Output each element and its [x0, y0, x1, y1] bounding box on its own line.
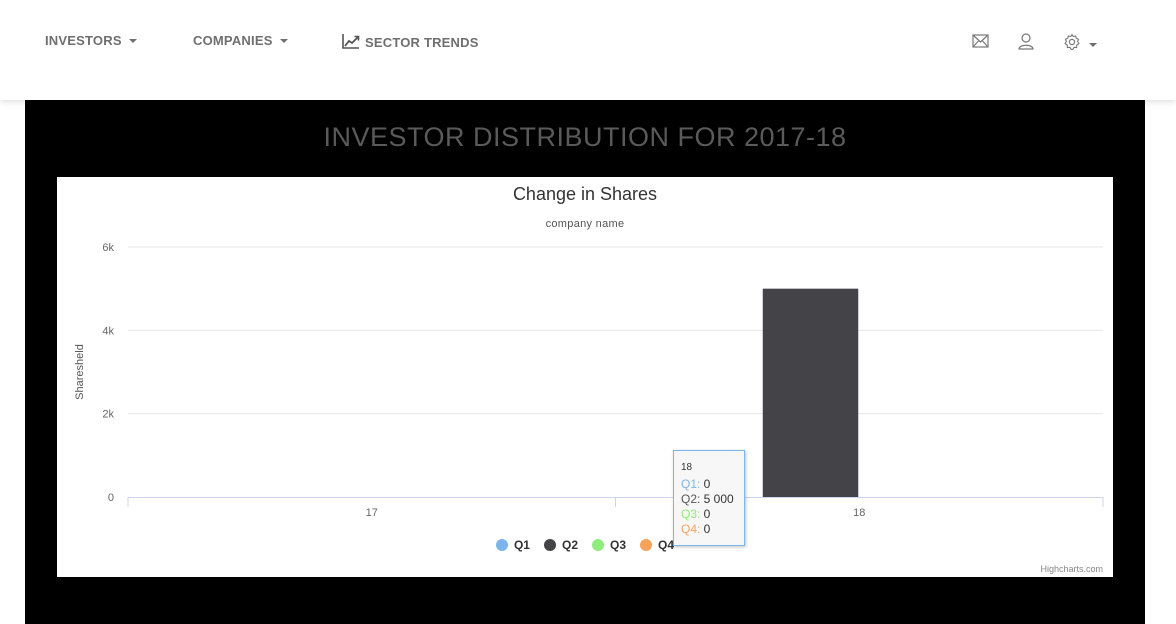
user-icon: [1018, 33, 1034, 55]
tooltip-row: Q4: 0: [681, 522, 710, 536]
y-tick-label: 4k: [102, 325, 114, 337]
chart-plot: 0 2k 4k 6k 17 18 Sharesheld: [74, 242, 1104, 519]
user-button[interactable]: [1018, 33, 1034, 55]
mail-button[interactable]: [972, 33, 989, 54]
y-axis-title: Sharesheld: [74, 344, 86, 400]
tooltip-series-label: Q1:: [681, 477, 701, 491]
tooltip-series-value: 5 000: [700, 492, 734, 506]
chart-legend: Q1 Q2 Q3 Q4: [57, 538, 1113, 552]
gear-icon: [1063, 33, 1081, 56]
chart-subtitle: company name: [545, 218, 625, 230]
chart-tooltip: 18 Q1: 0 Q2: 5 000 Q3: 0 Q4: 0: [673, 450, 745, 546]
tooltip-series-value: 0: [700, 522, 711, 536]
tooltip-row: Q2: 5 000: [681, 492, 734, 506]
tooltip-series-label: Q4:: [681, 522, 701, 536]
chart-title: Change in Shares: [512, 184, 658, 204]
nav-sector-trends-label: SECTOR TRENDS: [365, 35, 479, 50]
legend-marker: [543, 539, 556, 551]
mail-icon: [972, 33, 989, 54]
nav-investors-dropdown[interactable]: INVESTORS: [45, 33, 137, 48]
legend-item-q2[interactable]: Q2: [543, 538, 578, 552]
legend-label: Q2: [561, 538, 578, 552]
y-tick-label: 0: [108, 492, 114, 504]
trend-line-icon: [342, 33, 360, 52]
y-tick-label: 6k: [102, 242, 114, 254]
nav-sector-trends[interactable]: SECTOR TRENDS: [342, 33, 479, 52]
panel-title: INVESTOR DISTRIBUTION FOR 2017-18: [323, 122, 847, 152]
tooltip-series-value: 0: [700, 477, 711, 491]
nav-investors-label: INVESTORS: [45, 33, 122, 48]
legend-label: Q1: [513, 538, 530, 552]
chevron-down-icon: [128, 38, 137, 43]
chart-panel: INVESTOR DISTRIBUTION FOR 2017-18 Change…: [25, 100, 1145, 624]
chevron-down-icon: [279, 38, 288, 43]
legend-item-q3[interactable]: Q3: [592, 538, 626, 552]
legend-label: Q3: [610, 538, 627, 552]
tooltip-series-value: 0: [700, 507, 711, 521]
tooltip-series-label: Q3:: [681, 507, 701, 521]
nav-companies-label: COMPANIES: [193, 33, 273, 48]
tooltip-header: 18: [681, 462, 693, 473]
legend-item-q4[interactable]: Q4: [640, 538, 674, 552]
nav-companies-dropdown[interactable]: COMPANIES: [193, 33, 288, 48]
x-tick-label: 18: [853, 507, 865, 519]
highcharts-container: Change in Shares company name 0 2k 4k 6k 17 1…: [57, 177, 1113, 577]
top-navigation: INVESTORS COMPANIES SECTOR TRENDS: [0, 0, 1176, 100]
settings-dropdown[interactable]: [1063, 33, 1097, 56]
chevron-down-icon: [1089, 42, 1097, 47]
bar-q2: [762, 288, 859, 497]
legend-marker: [495, 539, 508, 551]
legend-marker: [640, 539, 653, 551]
y-tick-label: 2k: [102, 409, 114, 421]
legend-item-q1[interactable]: Q1: [495, 538, 530, 552]
tooltip-row: Q1: 0: [681, 477, 710, 491]
tooltip-series-label: Q2:: [681, 492, 701, 506]
legend-label: Q4: [658, 538, 675, 552]
credits-link[interactable]: Highcharts.com: [1040, 564, 1103, 574]
legend-marker: [592, 539, 604, 551]
tooltip-row: Q3: 0: [681, 507, 710, 521]
x-tick-label: 17: [366, 507, 378, 519]
